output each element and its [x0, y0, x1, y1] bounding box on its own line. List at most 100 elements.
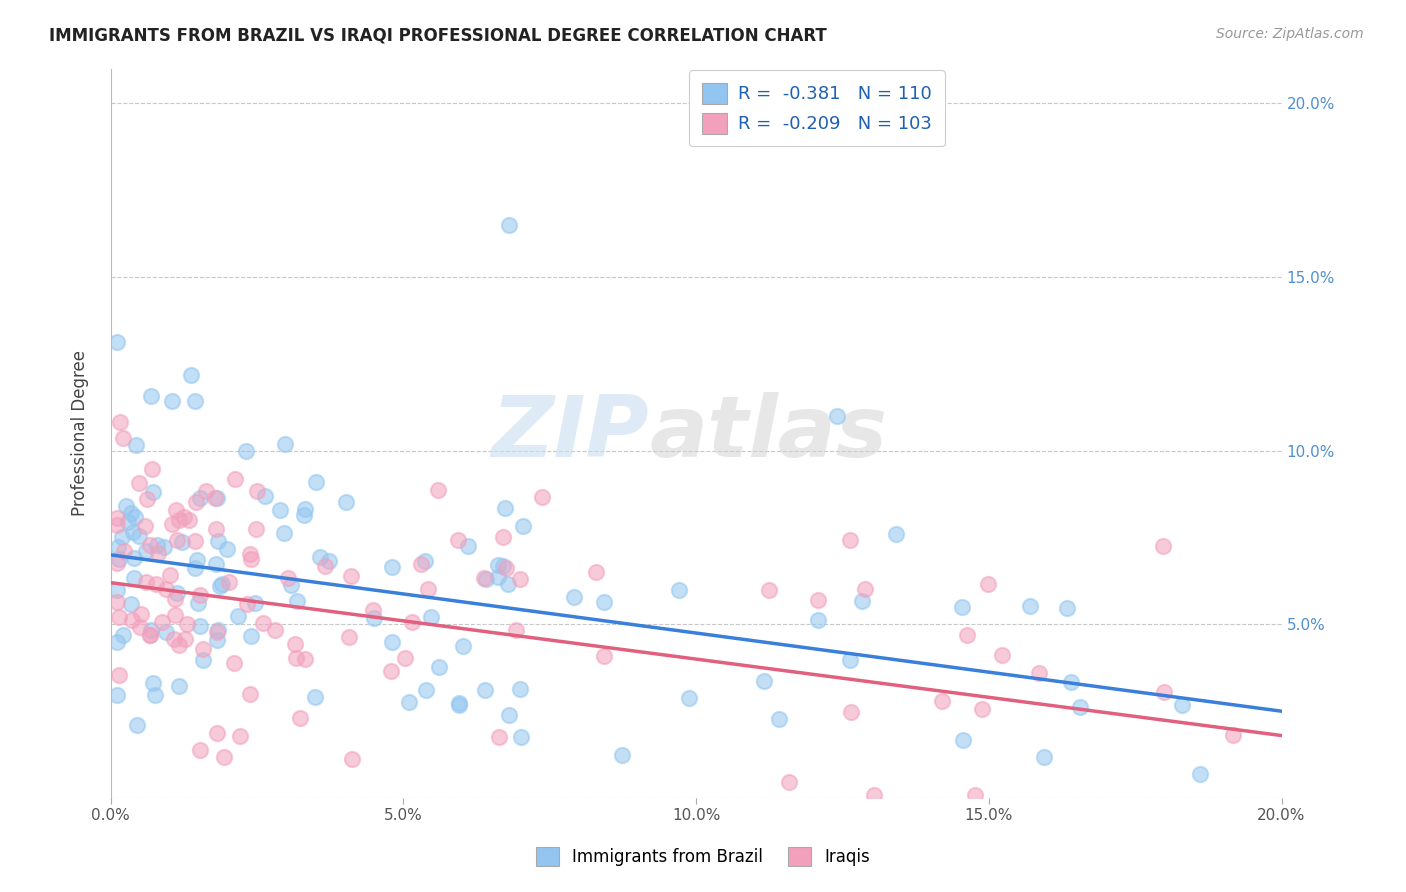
Point: [884, 526, 907, 541]
Point: [963, 788, 986, 802]
Point: [472, 571, 495, 585]
Point: [853, 582, 876, 597]
Point: [498, 577, 520, 591]
Point: [105, 582, 128, 597]
Point: [486, 569, 509, 583]
Point: [240, 552, 263, 566]
Point: [451, 639, 474, 653]
Point: [124, 571, 146, 585]
Point: [668, 582, 690, 597]
Point: [363, 611, 385, 625]
Point: [474, 682, 496, 697]
Point: [165, 502, 187, 516]
Point: [806, 593, 828, 607]
Point: [138, 538, 160, 552]
Point: [288, 711, 311, 725]
Point: [167, 679, 190, 693]
Point: [274, 436, 297, 450]
Point: [752, 673, 775, 688]
Point: [111, 628, 134, 642]
Point: [447, 533, 470, 547]
Point: [124, 510, 146, 524]
Point: [139, 627, 162, 641]
Point: [488, 730, 510, 744]
Point: [136, 491, 159, 506]
Point: [1189, 767, 1212, 781]
Point: [209, 579, 232, 593]
Point: [1018, 599, 1040, 613]
Point: [612, 747, 634, 762]
Point: [863, 788, 886, 802]
Point: [105, 595, 128, 609]
Point: [159, 567, 181, 582]
Point: [285, 594, 308, 608]
Point: [207, 533, 229, 548]
Point: [229, 730, 252, 744]
Point: [512, 519, 534, 533]
Point: [851, 594, 873, 608]
Point: [1056, 601, 1078, 615]
Point: [486, 558, 509, 572]
Point: [294, 652, 316, 666]
Point: [180, 368, 202, 383]
Point: [1069, 700, 1091, 714]
Point: [1152, 539, 1174, 553]
Point: [239, 629, 262, 643]
Point: [139, 623, 162, 637]
Point: [361, 603, 384, 617]
Point: [394, 650, 416, 665]
Point: [163, 592, 186, 607]
Point: [839, 706, 862, 720]
Point: [273, 525, 295, 540]
Point: [562, 590, 585, 604]
Point: [115, 499, 138, 513]
Point: [505, 623, 527, 637]
Point: [593, 648, 616, 663]
Point: [184, 561, 207, 575]
Point: [117, 515, 139, 529]
Y-axis label: Professional Degree: Professional Degree: [72, 351, 89, 516]
Point: [215, 541, 238, 556]
Point: [141, 389, 163, 403]
Point: [509, 573, 531, 587]
Point: [166, 586, 188, 600]
Point: [173, 510, 195, 524]
Point: [166, 533, 188, 548]
Text: IMMIGRANTS FROM BRAZIL VS IRAQI PROFESSIONAL DEGREE CORRELATION CHART: IMMIGRANTS FROM BRAZIL VS IRAQI PROFESSI…: [49, 27, 827, 45]
Point: [142, 676, 165, 690]
Point: [125, 438, 148, 452]
Point: [135, 544, 157, 558]
Point: [105, 634, 128, 648]
Point: [128, 475, 150, 490]
Point: [121, 613, 143, 627]
Point: [205, 633, 228, 648]
Point: [415, 682, 437, 697]
Point: [186, 495, 208, 509]
Point: [264, 624, 287, 638]
Point: [318, 554, 340, 568]
Point: [418, 582, 440, 596]
Point: [112, 544, 135, 558]
Point: [163, 607, 186, 622]
Point: [492, 530, 515, 544]
Point: [239, 547, 262, 561]
Point: [340, 569, 363, 583]
Point: [246, 483, 269, 498]
Point: [211, 576, 233, 591]
Point: [128, 529, 150, 543]
Point: [160, 394, 183, 409]
Point: [839, 533, 862, 548]
Point: [381, 634, 404, 648]
Point: [204, 491, 226, 506]
Point: [1222, 728, 1244, 742]
Point: [309, 550, 332, 565]
Point: [305, 475, 328, 489]
Point: [427, 659, 450, 673]
Point: [292, 508, 315, 523]
Point: [183, 534, 205, 549]
Point: [121, 524, 143, 539]
Point: [991, 648, 1014, 663]
Point: [931, 694, 953, 708]
Point: [381, 559, 404, 574]
Point: [409, 558, 432, 572]
